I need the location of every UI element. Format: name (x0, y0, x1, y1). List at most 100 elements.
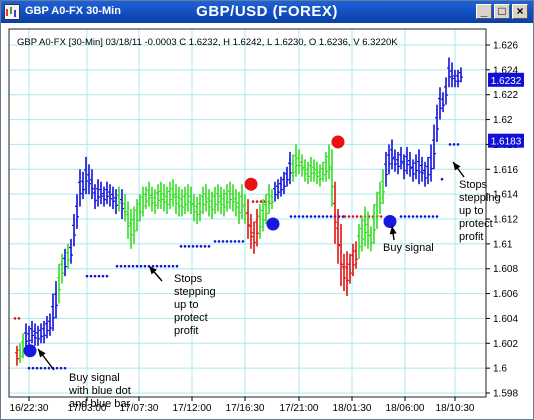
price-bar (180, 189, 184, 217)
y-tick-label: 1.608 (493, 264, 518, 275)
stop-dot (448, 143, 452, 146)
stop-dot (105, 274, 109, 278)
price-bar (381, 169, 385, 205)
y-tick-label: 1.604 (493, 314, 518, 325)
price-bar (324, 151, 328, 182)
price-bar (39, 323, 43, 344)
price-bar (222, 189, 226, 217)
close-button[interactable]: × (512, 4, 528, 19)
plot-frame (8, 28, 487, 398)
price-bar (156, 184, 160, 210)
price-bar (360, 216, 364, 252)
price-bar (366, 211, 370, 249)
buy-signal-dot (383, 214, 397, 228)
stop-dot (97, 274, 101, 278)
price-bar (105, 181, 109, 205)
stop-dot (217, 240, 221, 243)
price-chart[interactable]: GBP A0-FX [30-Min] 03/18/11 -0.0003 C 1.… (1, 23, 533, 419)
price-bar (387, 144, 391, 175)
price-bar (213, 186, 217, 215)
price-bar (207, 189, 211, 217)
maximize-button[interactable]: □ (494, 4, 510, 19)
price-bar (369, 226, 373, 252)
stop-dot (195, 245, 199, 248)
price-bar (165, 186, 169, 215)
x-tick-label: 18/06:00 (386, 403, 425, 414)
stop-dot (423, 215, 427, 218)
stop-dot (167, 264, 171, 268)
price-bar (117, 186, 121, 212)
price-bar (177, 186, 181, 217)
minimize-button[interactable]: _ (476, 4, 492, 19)
stop-dot (407, 215, 411, 218)
title-bar[interactable]: GBP A0-FX 30-Min GBP/USD (FOREX) _ □ × (1, 1, 533, 23)
price-bar (93, 184, 97, 210)
stop-dot (351, 215, 355, 218)
stop-dot (89, 274, 93, 278)
stop-dot (123, 264, 127, 268)
price-bar (288, 151, 292, 185)
price-bar (144, 186, 148, 210)
price-bar (300, 154, 304, 177)
stop-dot (47, 366, 51, 370)
stop-dot (329, 215, 333, 218)
price-bar (327, 144, 331, 180)
stop-dot (119, 264, 123, 268)
y-tick-label: 1.624 (493, 65, 518, 76)
price-bar (114, 189, 118, 215)
price-bars-layer (15, 57, 463, 366)
price-bar (264, 194, 268, 224)
price-bar (57, 263, 61, 304)
price-bar (447, 57, 451, 88)
price-bar (183, 186, 187, 215)
price-bar (168, 181, 172, 210)
x-tick-label: 17/12:00 (173, 403, 212, 414)
y-axis: 1.6261.6241.6221.621.6181.6161.6141.6121… (486, 41, 518, 400)
price-bar (393, 149, 397, 172)
y-tick-label: 1.626 (493, 41, 518, 52)
stop-dot (35, 366, 39, 370)
price-bar (372, 204, 376, 244)
price-bar (21, 333, 25, 359)
price-bar (30, 320, 34, 344)
price-bar (78, 169, 82, 207)
x-tick-label: 17/16:30 (226, 403, 265, 414)
stop-dot (317, 215, 321, 218)
stop-dot (135, 264, 139, 268)
x-tick-label: 17/03:00 (68, 403, 107, 414)
price-bar (15, 345, 19, 366)
y-tick-label: 1.598 (493, 389, 518, 400)
price-bar (90, 169, 94, 200)
stop-dot (289, 215, 293, 218)
annotation-text: up to (174, 299, 198, 311)
price-bar (315, 161, 319, 185)
stop-dot (155, 264, 159, 268)
price-bar (51, 293, 55, 331)
buy-signal-dot (23, 344, 37, 358)
annotation-text: Buy signal (383, 242, 434, 254)
stop-dot (127, 264, 131, 268)
stop-dot (55, 366, 59, 370)
price-bar (138, 194, 142, 222)
price-bar (72, 214, 76, 247)
price-bar (75, 194, 79, 229)
price-bar (237, 191, 241, 224)
stop-dot (151, 264, 155, 268)
stop-dot (179, 245, 183, 248)
price-bar (438, 87, 442, 120)
stop-dot (225, 240, 229, 243)
stop-dot (115, 264, 119, 268)
price-bar (198, 194, 202, 222)
price-bar (132, 206, 136, 244)
annotation-text: protect (459, 218, 493, 230)
chart-app-icon (4, 4, 20, 20)
price-bar (99, 181, 103, 205)
stop-dot (131, 264, 135, 268)
price-bar (201, 186, 205, 215)
price-bar (444, 77, 448, 105)
price-bar (354, 241, 358, 269)
price-bar (171, 179, 175, 207)
stop-dot (17, 317, 21, 320)
